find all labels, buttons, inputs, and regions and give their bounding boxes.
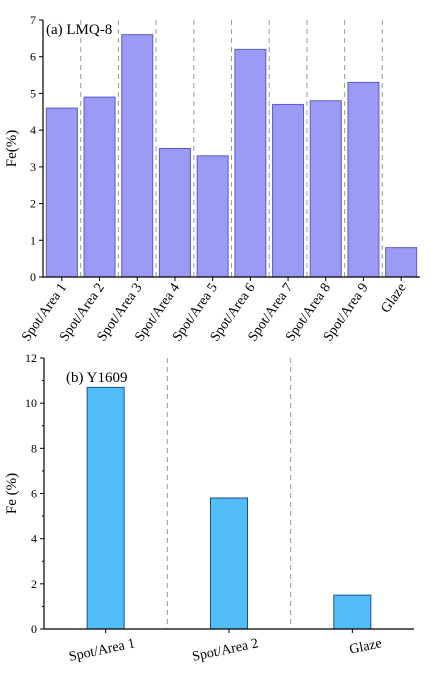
y-tick-label: 8 xyxy=(31,441,37,455)
bar-spot-area-8 xyxy=(309,100,342,278)
bar-spot-area-5 xyxy=(196,155,229,278)
bar-spot-area-2 xyxy=(210,497,248,630)
panel-title: (b) Y1609 xyxy=(66,370,128,386)
bar-spot-area-9 xyxy=(347,81,380,278)
category-label: Spot/Area 2 xyxy=(191,636,260,665)
y-axis-label: Fe (%) xyxy=(4,473,20,514)
bar-spot-area-1 xyxy=(86,386,125,630)
y-tick-label: 4 xyxy=(31,532,37,546)
y-tick-label: 7 xyxy=(30,13,36,27)
y-tick-label: 4 xyxy=(30,123,36,137)
category-label: Glaze xyxy=(378,281,409,316)
y-tick-label: 12 xyxy=(25,351,37,365)
y-tick-label: 0 xyxy=(30,270,36,284)
y-tick-label: 5 xyxy=(30,86,36,100)
panel-title: (a) LMQ-8 xyxy=(46,22,112,38)
y-tick-label: 6 xyxy=(31,487,37,501)
bar-glaze xyxy=(385,247,418,278)
chart-b: 0 2 4 6 8 10 12 Spot/Area 1 Spot/Area 2 Glaze Fe (… xyxy=(4,351,414,665)
bar-spot-area-1 xyxy=(45,107,78,278)
y-tick-label: 1 xyxy=(30,233,36,247)
bar-spot-area-6 xyxy=(234,48,267,278)
y-tick-label: 6 xyxy=(30,50,36,64)
y-tick-label: 2 xyxy=(30,197,36,211)
category-label: Spot/Area 1 xyxy=(68,636,137,665)
y-axis-label: Fe(%) xyxy=(4,130,20,168)
bar-spot-area-2 xyxy=(83,96,116,278)
bar-spot-area-4 xyxy=(158,148,191,278)
bar-spot-area-3 xyxy=(121,34,154,278)
y-tick-label: 2 xyxy=(31,577,37,591)
y-tick-label: 10 xyxy=(25,396,37,410)
y-tick-label: 0 xyxy=(31,622,37,636)
bar-glaze xyxy=(333,594,372,630)
bar-spot-area-7 xyxy=(272,103,305,278)
y-tick-label: 3 xyxy=(30,160,36,174)
category-label: Glaze xyxy=(348,636,383,657)
